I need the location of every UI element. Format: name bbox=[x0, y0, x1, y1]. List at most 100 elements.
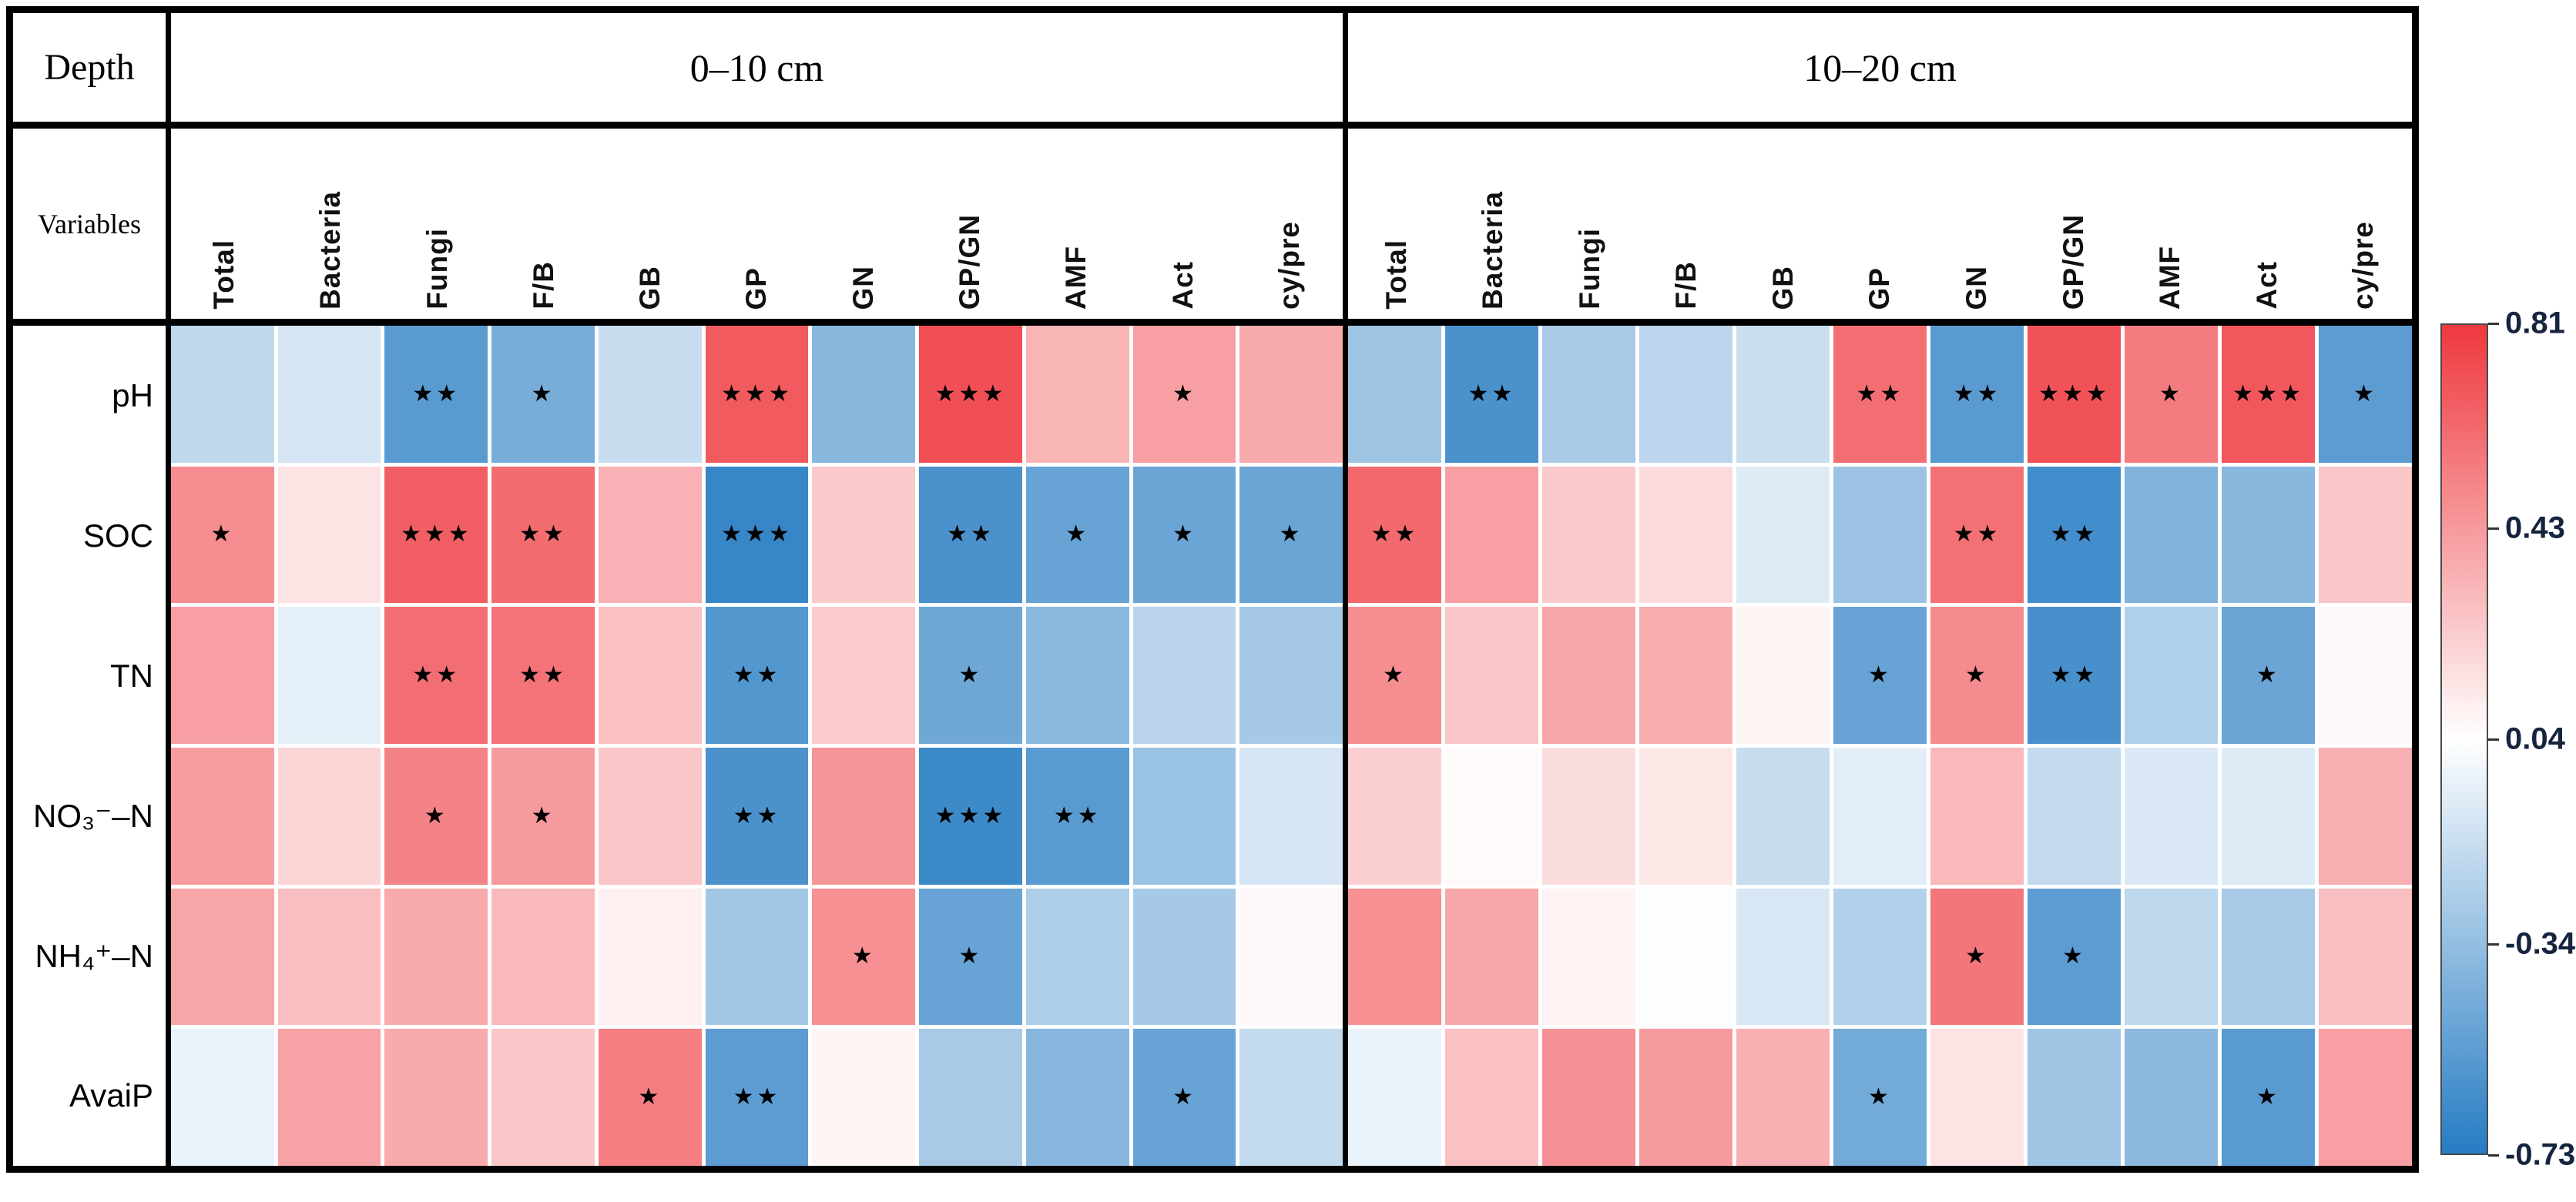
variables-header-cell: Variables bbox=[13, 129, 171, 326]
heatmap-cell bbox=[2319, 1029, 2412, 1166]
heatmap-cell: ★★ bbox=[1348, 466, 1441, 604]
heatmap-cell: ★★★ bbox=[919, 748, 1022, 885]
column-header-label: GB bbox=[1766, 265, 1799, 310]
colorbar-tick-mark bbox=[2488, 943, 2499, 946]
significance-stars: ★ bbox=[1279, 521, 1303, 548]
heatmap-cell bbox=[1736, 888, 1830, 1026]
heatmap-cell bbox=[1348, 888, 1441, 1026]
column-header-f-b: F/B bbox=[1639, 129, 1736, 319]
heatmap-cell bbox=[598, 466, 702, 604]
heatmap-cell bbox=[812, 1029, 916, 1166]
heatmap-cell bbox=[2319, 466, 2412, 604]
colorbar-tick-label: -0.34 bbox=[2505, 926, 2576, 961]
heatmap-cell: ★ bbox=[919, 888, 1022, 1026]
heatmap-cell: ★★ bbox=[2028, 607, 2121, 744]
significance-stars: ★★★ bbox=[2038, 380, 2110, 407]
heatmap-cell: ★ bbox=[2222, 1029, 2315, 1166]
heatmap-cell bbox=[1833, 466, 1927, 604]
heatmap-cell bbox=[812, 607, 916, 744]
heatmap-cell: ★★ bbox=[384, 326, 488, 463]
significance-stars: ★ bbox=[424, 802, 448, 829]
colorbar-tick-mark bbox=[2488, 1154, 2499, 1157]
significance-stars: ★★ bbox=[519, 661, 567, 689]
column-header-bacteria: Bacteria bbox=[1445, 129, 1542, 319]
row-label: SOC bbox=[82, 517, 153, 554]
heatmap-cell bbox=[812, 466, 916, 604]
column-header-gp: GP bbox=[1832, 129, 1929, 319]
significance-stars: ★ bbox=[958, 943, 983, 970]
heatmap-cell: ★★★ bbox=[384, 466, 488, 604]
significance-stars: ★★ bbox=[1953, 380, 2001, 407]
significance-stars: ★★ bbox=[733, 802, 781, 829]
column-header-gb: GB bbox=[1735, 129, 1832, 319]
significance-stars: ★★ bbox=[2050, 661, 2098, 689]
heatmap-cell: ★ bbox=[1930, 607, 2024, 744]
significance-stars: ★ bbox=[1383, 661, 1407, 689]
heatmap-cell: ★★★ bbox=[2028, 326, 2121, 463]
colorbar-tick-mark bbox=[2488, 323, 2499, 325]
heatmap-cell bbox=[277, 607, 381, 744]
column-header-label: AMF bbox=[1060, 245, 1092, 310]
heatmap-cell: ★★ bbox=[1930, 326, 2024, 463]
colorbar-tick-label: 0.43 bbox=[2505, 511, 2565, 545]
heatmap-cell bbox=[1736, 607, 1830, 744]
heatmap-cell bbox=[1542, 607, 1635, 744]
heatmap-cell bbox=[1239, 326, 1343, 463]
heatmap-cell bbox=[384, 1029, 488, 1166]
heatmap-cell: ★ bbox=[384, 748, 488, 885]
heatmap-cell bbox=[277, 1029, 381, 1166]
column-header-label: AMF bbox=[2154, 245, 2186, 310]
significance-stars: ★★ bbox=[1856, 380, 1904, 407]
heatmap-cell: ★ bbox=[2125, 326, 2218, 463]
heatmap-cell: ★ bbox=[919, 607, 1022, 744]
heatmap-cell bbox=[1639, 326, 1732, 463]
column-header-gp-gn: GP/GN bbox=[2025, 129, 2122, 319]
heatmap-cell: ★ bbox=[1833, 607, 1927, 744]
heatmap-cell: ★★ bbox=[491, 466, 595, 604]
heatmap-cell: ★★ bbox=[2028, 466, 2121, 604]
heatmap-cell bbox=[1930, 1029, 2024, 1166]
significance-stars: ★ bbox=[638, 1083, 662, 1111]
significance-stars: ★ bbox=[210, 521, 235, 548]
column-header-label: GB bbox=[634, 265, 666, 310]
correlation-heatmap-table: Depth 0–10 cm 10–20 cm Variables Total Ba… bbox=[6, 6, 2419, 1173]
heatmap-cell: ★★ bbox=[1833, 326, 1927, 463]
heatmap-cell bbox=[1736, 1029, 1830, 1166]
column-headers-left-panel: Total Bacteria Fungi F/B GB GP GN GP/GN AMF Act cy… bbox=[171, 129, 1348, 326]
heatmap-cell bbox=[1445, 1029, 1538, 1166]
column-header-label: cy/pre bbox=[1273, 220, 1305, 310]
heatmap-cell bbox=[384, 888, 488, 1026]
column-header-bacteria: Bacteria bbox=[277, 129, 384, 319]
heatmap-cell bbox=[2125, 607, 2218, 744]
significance-stars: ★ bbox=[1965, 943, 1989, 970]
column-header-amf: AMF bbox=[1023, 129, 1129, 319]
significance-stars: ★★ bbox=[947, 521, 995, 548]
heatmap-cell bbox=[1132, 888, 1236, 1026]
heatmap-cell: ★ bbox=[1025, 466, 1129, 604]
heatmap-cell: ★ bbox=[1132, 466, 1236, 604]
significance-stars: ★ bbox=[1172, 521, 1196, 548]
heatmap-cell bbox=[1348, 748, 1441, 885]
heatmap-cell: ★ bbox=[491, 326, 595, 463]
heatmap-cell bbox=[277, 466, 381, 604]
significance-stars: ★ bbox=[1868, 661, 1892, 689]
heatmap-cell bbox=[1736, 748, 1830, 885]
significance-stars: ★ bbox=[2159, 380, 2183, 407]
heatmap-cell: ★★ bbox=[919, 466, 1022, 604]
heatmap-cell bbox=[2222, 466, 2315, 604]
column-header-total: Total bbox=[1348, 129, 1445, 319]
heatmap-cell: ★★ bbox=[705, 748, 809, 885]
heatmap-cell bbox=[171, 888, 274, 1026]
colorbar-gradient bbox=[2440, 323, 2488, 1155]
heatmap-cell bbox=[277, 326, 381, 463]
significance-stars: ★★★ bbox=[2232, 380, 2304, 407]
heatmap-cell bbox=[1833, 748, 1927, 885]
column-header-label: GP/GN bbox=[954, 213, 986, 310]
heatmap-cell bbox=[598, 888, 702, 1026]
heatmap-cell bbox=[1542, 326, 1635, 463]
colorbar-tick-label: 0.04 bbox=[2505, 722, 2565, 756]
heatmap-cell: ★★ bbox=[705, 607, 809, 744]
heatmap-cell: ★ bbox=[1132, 1029, 1236, 1166]
significance-stars: ★★ bbox=[519, 521, 567, 548]
significance-stars: ★ bbox=[531, 380, 555, 407]
